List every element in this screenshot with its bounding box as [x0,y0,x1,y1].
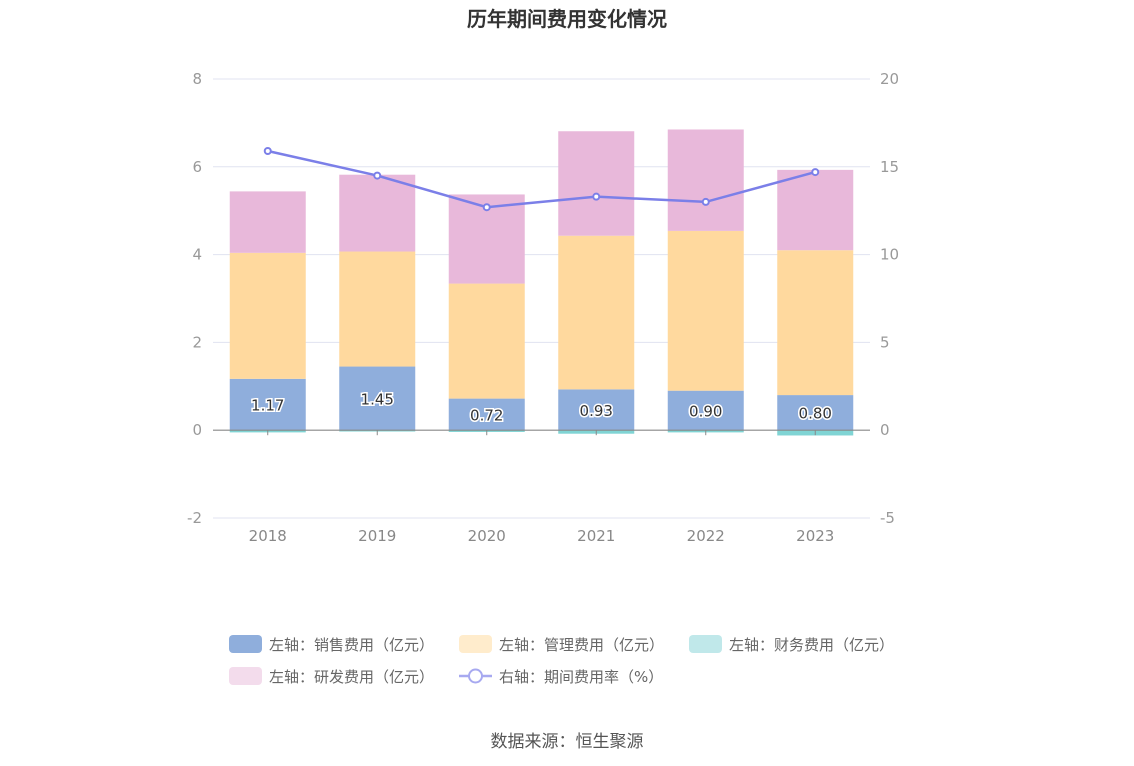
rate-line [267,149,816,209]
right-tick-label: 5 [880,333,890,351]
x-tick-label: 2018 [249,527,287,545]
bar-admin [339,251,416,367]
legend-swatch [689,635,722,653]
bar-admin [777,250,854,396]
x-tick-label: 2021 [577,527,615,545]
rate-point [373,171,382,180]
left-tick-label: 6 [192,158,202,176]
bar-admin [558,235,635,390]
legend-label: 左轴：销售费用（亿元） [269,636,434,654]
bar-sales [777,395,854,431]
data-label: 1.17 [251,397,284,415]
legend-label: 右轴：期间费用率（%） [499,668,663,686]
x-tick-label: 2022 [687,527,725,545]
data-label: 1.45 [361,390,394,408]
legend-item-rnd: 左轴：研发费用（亿元） [229,667,434,686]
right-tick-label: 0 [880,421,890,439]
source-note: 数据来源：恒生聚源 [491,732,644,752]
right-axis: -5 0 5 10 15 20 [880,70,899,527]
rate-point [811,168,820,177]
legend-item-finance: 左轴：财务费用（亿元） [689,635,894,654]
legend-label: 左轴：研发费用（亿元） [269,668,434,686]
left-tick-label: 0 [192,421,202,439]
x-tick-label: 2023 [796,527,834,545]
bar-series [229,129,854,436]
legend-marker [468,668,483,684]
rate-point [263,146,272,155]
bar-admin [229,252,306,379]
left-tick-label: 2 [192,333,202,351]
legend-label: 左轴：管理费用（亿元） [499,636,664,654]
bar-rnd [229,191,306,253]
bar-rnd [777,169,854,251]
data-labels: 1.17 1.45 0.72 0.93 0.90 0.80 [250,389,834,426]
rate-line-series [263,146,820,212]
legend-item-rate: 右轴：期间费用率（%） [459,668,663,686]
legend-swatch [229,635,262,653]
bar-rnd [667,129,744,231]
bar-sales [667,390,744,431]
legend-swatch [229,667,262,685]
rate-point [482,203,491,212]
chart-title: 历年期间费用变化情况 [467,7,667,31]
right-tick-label: 15 [880,158,899,176]
bar-rnd [558,131,635,236]
rate-point [592,192,601,201]
bar-sales [229,378,306,431]
data-label: 0.93 [580,402,613,420]
legend-swatch [459,635,492,653]
legend: 左轴：销售费用（亿元） 左轴：管理费用（亿元） 左轴：财务费用（亿元） 左轴：研发费用… [229,635,894,686]
legend-item-sales: 左轴：销售费用（亿元） [229,635,434,654]
gridlines [213,78,870,519]
data-label: 0.72 [470,406,503,424]
rate-point [701,197,710,206]
left-axis: -2 0 2 4 6 8 [187,70,202,527]
x-axis: 2018 2019 2020 2021 2022 2023 [249,430,834,545]
bar-sales [558,389,635,431]
right-tick-label: -5 [880,509,895,527]
bar-sales [448,398,525,431]
bar-admin [667,230,744,391]
left-tick-label: 4 [192,246,202,264]
data-label: 0.80 [799,405,832,423]
bar-rnd [339,174,416,252]
right-tick-label: 10 [880,246,899,264]
bar-sales [339,366,416,431]
right-tick-label: 20 [880,70,899,88]
legend-item-admin: 左轴：管理费用（亿元） [459,635,664,654]
legend-label: 左轴：财务费用（亿元） [729,636,894,654]
x-tick-label: 2020 [468,527,506,545]
bar-admin [448,283,525,399]
x-tick-label: 2019 [358,527,396,545]
left-tick-label: 8 [192,70,202,88]
data-label: 0.90 [689,402,722,420]
left-tick-label: -2 [187,509,202,527]
